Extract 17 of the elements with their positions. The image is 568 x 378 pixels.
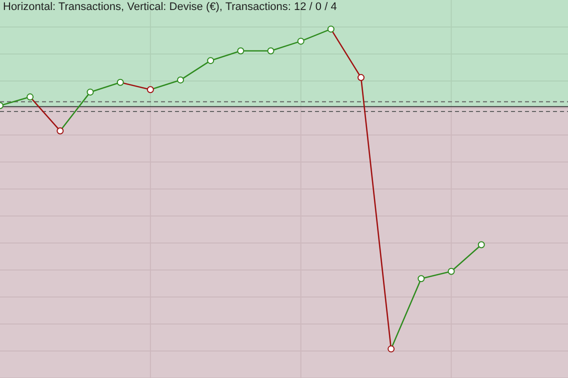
point: [116, 78, 124, 86]
point: [478, 241, 485, 248]
point: [297, 38, 304, 45]
point: [267, 47, 274, 54]
point: [418, 275, 425, 282]
point: [146, 86, 154, 94]
point: [26, 93, 34, 100]
point: [448, 268, 455, 275]
point: [86, 88, 94, 96]
point: [237, 47, 244, 54]
point: [327, 26, 334, 33]
point: [207, 57, 214, 64]
point: [358, 74, 365, 82]
point: [177, 76, 184, 84]
point: [56, 127, 64, 134]
chart-title: Horizontal: Transactions, Vertical: Devise (€), Transactions: 12 / 0 / 4: [3, 1, 337, 13]
point: [388, 345, 395, 352]
